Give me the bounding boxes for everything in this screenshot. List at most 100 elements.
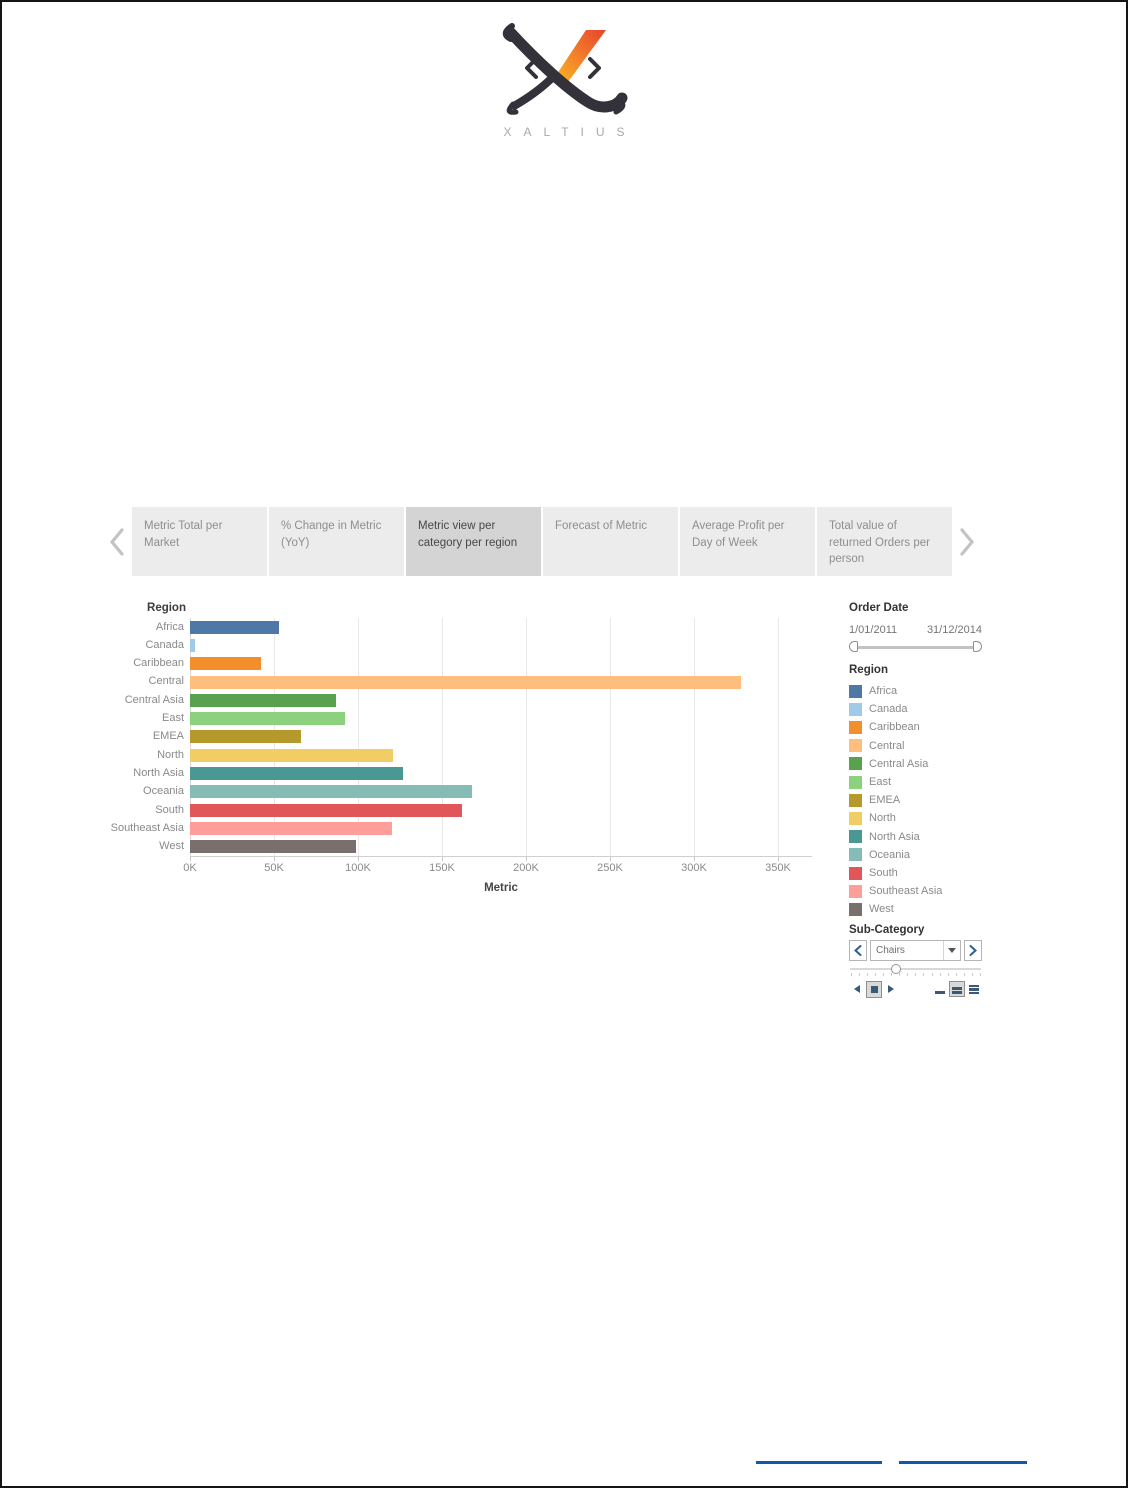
legend-item-oceania[interactable]: Oceania (849, 846, 910, 864)
order-date-slider[interactable] (849, 640, 982, 655)
legend-swatch-north (849, 811, 862, 825)
legend-swatch-southeast-asia (849, 884, 862, 898)
step-backward-button[interactable] (849, 981, 865, 998)
row-label-west: West (159, 840, 184, 853)
row-label-caribbean: Caribbean (133, 657, 184, 670)
legend-label: Caribbean (869, 721, 920, 734)
step-forward-button[interactable] (883, 981, 899, 998)
legend-item-north-asia[interactable]: North Asia (849, 828, 920, 846)
row-label-east: East (161, 712, 184, 724)
order-date-slider-left-handle[interactable] (849, 641, 858, 652)
bar-east[interactable] (190, 712, 345, 726)
legend-item-south[interactable]: South (849, 864, 898, 882)
chart-row-header: Region (147, 602, 186, 614)
legend-item-west[interactable]: West (849, 900, 894, 918)
bar-africa[interactable] (190, 620, 279, 634)
playback-and-view-controls (849, 980, 982, 998)
legend-swatch-africa (849, 684, 862, 698)
bar-emea[interactable] (190, 730, 301, 744)
order-date-slider-track[interactable] (851, 646, 980, 649)
bar-central[interactable] (190, 675, 741, 689)
x-tickmark-200K (526, 857, 527, 861)
tab-forecast-of-metric[interactable]: Forecast of Metric (543, 507, 678, 576)
view-small-icon (935, 991, 945, 994)
gridline-250K (610, 618, 611, 856)
legend-swatch-east (849, 775, 862, 789)
bar-oceania[interactable] (190, 785, 473, 799)
legend-label: Africa (869, 685, 898, 697)
x-ticklabel-250K: 250K (597, 862, 623, 874)
legend-item-southeast-asia[interactable]: Southeast Asia (849, 882, 942, 900)
row-label-southeast-asia: Southeast Asia (110, 821, 184, 834)
order-date-slider-right-handle[interactable] (973, 641, 982, 652)
sub-category-slider-handle[interactable] (890, 964, 901, 974)
dropdown-arrow-icon (948, 948, 956, 953)
bar-north[interactable] (190, 748, 394, 762)
bar-canada[interactable] (190, 638, 195, 652)
sub-category-next-button[interactable] (964, 940, 982, 961)
legend-swatch-emea (849, 793, 862, 807)
tab-metric-total-per-market[interactable]: Metric Total per Market (132, 507, 267, 576)
bar-southeast-asia[interactable] (190, 821, 392, 835)
tabs-scroll-left-button[interactable] (102, 507, 132, 576)
legend-label: North Asia (869, 830, 920, 843)
row-label-canada: Canada (145, 638, 184, 651)
gridline-200K (526, 618, 527, 856)
view-large-button[interactable] (966, 981, 982, 997)
row-label-central-asia: Central Asia (124, 693, 184, 706)
legend-item-caribbean[interactable]: Caribbean (849, 718, 920, 736)
tab--change-in-metric-yoy-[interactable]: % Change in Metric (YoY) (269, 507, 404, 576)
order-date-title: Order Date (849, 602, 909, 614)
x-ticklabel-200K: 200K (513, 862, 539, 874)
legend-swatch-south (849, 866, 862, 880)
legend-swatch-central (849, 739, 862, 753)
legend-item-canada[interactable]: Canada (849, 700, 908, 718)
bar-south[interactable] (190, 803, 463, 817)
legend-item-africa[interactable]: Africa (849, 682, 897, 700)
tab-metric-view-per-category-per-region[interactable]: Metric view per category per region (406, 507, 541, 576)
legend-item-central-asia[interactable]: Central Asia (849, 755, 928, 773)
bar-central-asia[interactable] (190, 693, 337, 707)
row-label-north: North (157, 748, 184, 761)
order-date-end: 31/12/2014 (926, 624, 982, 636)
legend-item-central[interactable]: Central (849, 737, 904, 755)
legend-swatch-north-asia (849, 830, 862, 844)
legend-swatch-oceania (849, 848, 862, 862)
x-axis-line (190, 856, 812, 857)
legend-item-east[interactable]: East (849, 773, 891, 791)
legend-swatch-west (849, 902, 862, 916)
dashboard-tabstrip: Metric Total per Market% Change in Metri… (102, 507, 990, 576)
tab-total-value-of-returned-orders-per-person[interactable]: Total value of returned Orders per perso… (817, 507, 952, 576)
legend-label: East (869, 776, 892, 788)
sub-category-slider[interactable] (849, 964, 982, 979)
tab-average-profit-per-day-of-week[interactable]: Average Profit per Day of Week (680, 507, 815, 576)
dropdown-arrow-zone[interactable] (943, 941, 960, 960)
legend-item-emea[interactable]: EMEA (849, 791, 900, 809)
chevron-right-icon (960, 527, 975, 556)
bar-west[interactable] (190, 840, 357, 854)
slider-tick (955, 973, 957, 976)
stop-button[interactable] (866, 980, 882, 998)
row-label-africa: Africa (155, 620, 184, 633)
row-label-central: Central (148, 675, 184, 688)
slider-tick (907, 973, 909, 976)
x-ticklabel-150K: 150K (429, 862, 455, 874)
tabs-scroll-right-button[interactable] (952, 507, 982, 576)
sub-category-prev-button[interactable] (849, 940, 867, 961)
legend-item-north[interactable]: North (849, 809, 896, 827)
row-label-south: South (155, 803, 184, 816)
x-axis-title: Metric (484, 882, 518, 894)
bar-caribbean[interactable] (190, 657, 261, 671)
stop-icon (870, 985, 878, 993)
view-medium-button[interactable] (949, 981, 965, 997)
gridline-150K (442, 618, 443, 856)
sub-category-dropdown[interactable]: Chairs (870, 940, 961, 961)
step-backward-icon (854, 985, 860, 993)
chevron-left-icon (109, 527, 124, 556)
sub-category-slider-track[interactable] (850, 968, 981, 970)
legend-swatch-caribbean (849, 720, 862, 734)
bar-north-asia[interactable] (190, 767, 404, 781)
x-tickmark-350K (778, 857, 779, 861)
view-small-button[interactable] (932, 981, 948, 997)
